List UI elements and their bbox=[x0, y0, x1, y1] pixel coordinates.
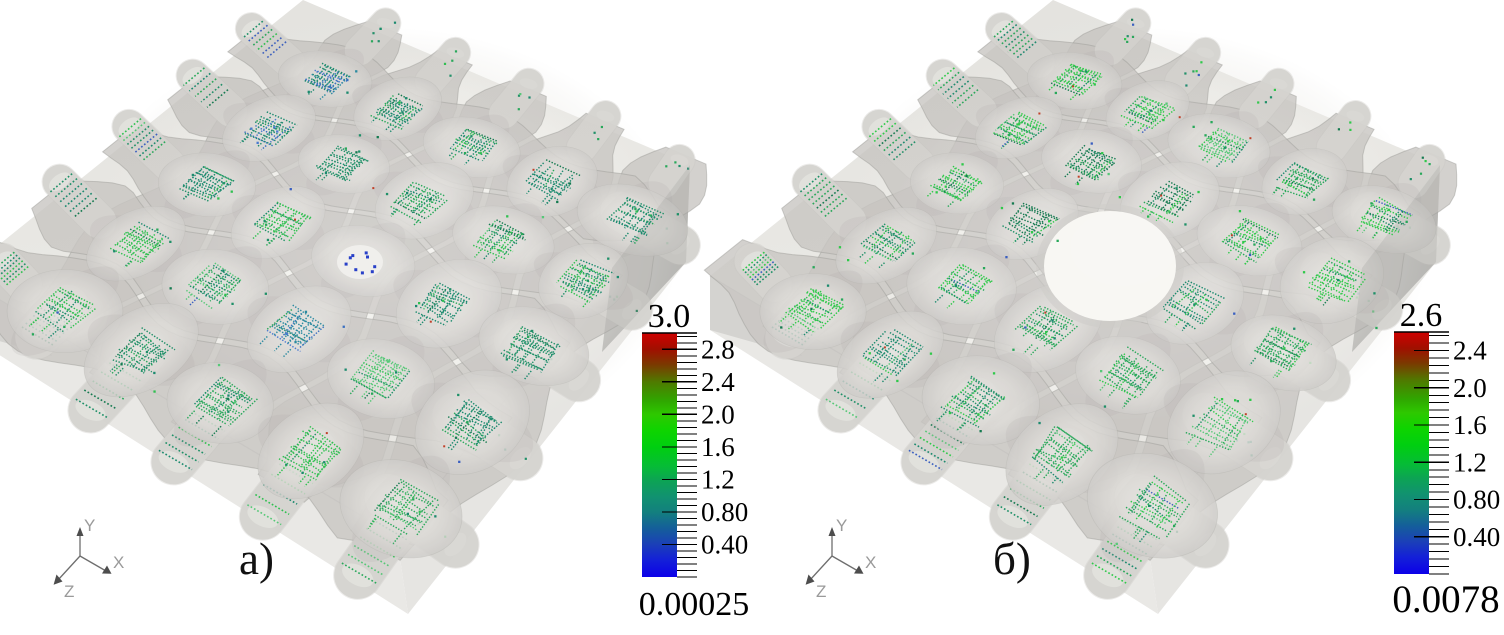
svg-text:2.4: 2.4 bbox=[1453, 336, 1487, 366]
svg-text:б): б) bbox=[993, 534, 1031, 584]
svg-text:0.00025: 0.00025 bbox=[639, 586, 750, 623]
svg-text:0.80: 0.80 bbox=[1453, 485, 1500, 515]
svg-text:0.40: 0.40 bbox=[1453, 522, 1500, 552]
svg-text:2.0: 2.0 bbox=[1453, 373, 1487, 403]
svg-text:Z: Z bbox=[64, 582, 74, 601]
svg-text:Y: Y bbox=[84, 516, 95, 535]
svg-text:1.6: 1.6 bbox=[1453, 410, 1487, 440]
svg-text:2.8: 2.8 bbox=[701, 334, 735, 364]
svg-text:0.0078: 0.0078 bbox=[1392, 578, 1499, 621]
svg-text:2.4: 2.4 bbox=[701, 367, 735, 397]
svg-text:2.6: 2.6 bbox=[1400, 297, 1443, 334]
svg-text:3.0: 3.0 bbox=[648, 298, 691, 335]
svg-text:X: X bbox=[865, 553, 876, 572]
svg-text:2.0: 2.0 bbox=[701, 399, 735, 429]
svg-text:1.6: 1.6 bbox=[701, 432, 735, 462]
svg-text:1.2: 1.2 bbox=[1453, 447, 1487, 477]
svg-text:1.2: 1.2 bbox=[701, 464, 735, 494]
svg-text:Y: Y bbox=[836, 516, 847, 535]
svg-text:0.80: 0.80 bbox=[701, 497, 748, 527]
svg-text:0.40: 0.40 bbox=[701, 530, 748, 560]
svg-text:X: X bbox=[113, 553, 124, 572]
svg-text:а): а) bbox=[239, 534, 274, 584]
svg-text:Z: Z bbox=[816, 582, 826, 601]
